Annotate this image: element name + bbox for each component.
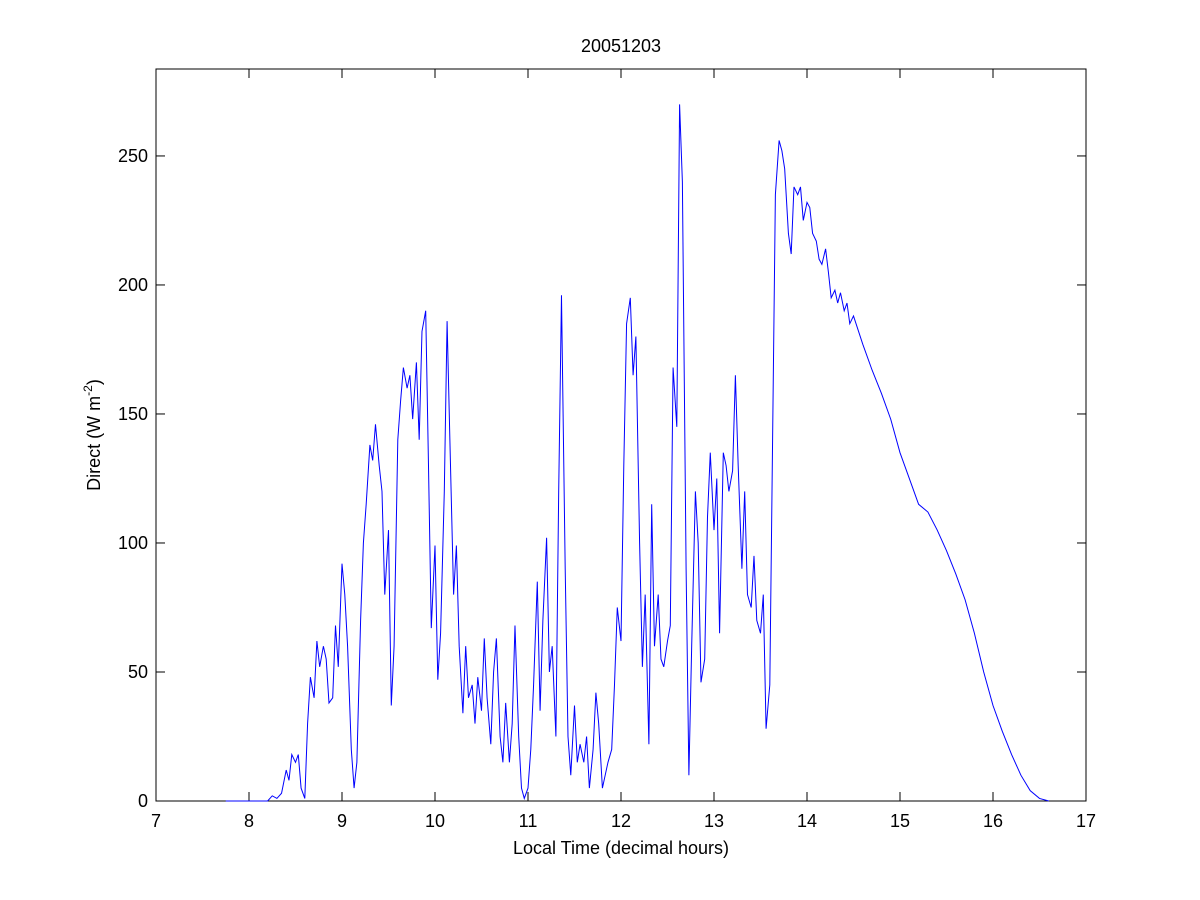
x-tick-label: 14 — [797, 811, 817, 831]
y-tick-label: 0 — [138, 791, 148, 811]
y-tick-label: 100 — [118, 533, 148, 553]
chart-title: 20051203 — [581, 36, 661, 56]
y-axis-label-suffix: ) — [84, 379, 104, 385]
y-axis-label: Direct (W m-2) — [81, 379, 104, 491]
y-tick-label: 200 — [118, 275, 148, 295]
x-tick-label: 17 — [1076, 811, 1096, 831]
data-line — [225, 104, 1049, 802]
x-tick-label: 15 — [890, 811, 910, 831]
x-tick-label: 11 — [519, 811, 538, 831]
y-axis-label-superscript: -2 — [81, 385, 95, 396]
plot-area — [155, 68, 1087, 802]
y-tick-label: 150 — [118, 404, 148, 424]
x-tick-label: 9 — [337, 811, 347, 831]
x-tick-label: 13 — [704, 811, 724, 831]
x-tick-label: 12 — [611, 811, 631, 831]
x-tick-label: 10 — [425, 811, 445, 831]
y-tick-label: 250 — [118, 146, 148, 166]
y-axis-label-text: Direct (W m — [84, 396, 104, 491]
x-tick-label: 8 — [244, 811, 254, 831]
x-tick-label: 7 — [151, 811, 161, 831]
y-tick-label: 50 — [128, 662, 148, 682]
x-axis-label: Local Time (decimal hours) — [513, 838, 729, 858]
x-tick-label: 16 — [983, 811, 1003, 831]
